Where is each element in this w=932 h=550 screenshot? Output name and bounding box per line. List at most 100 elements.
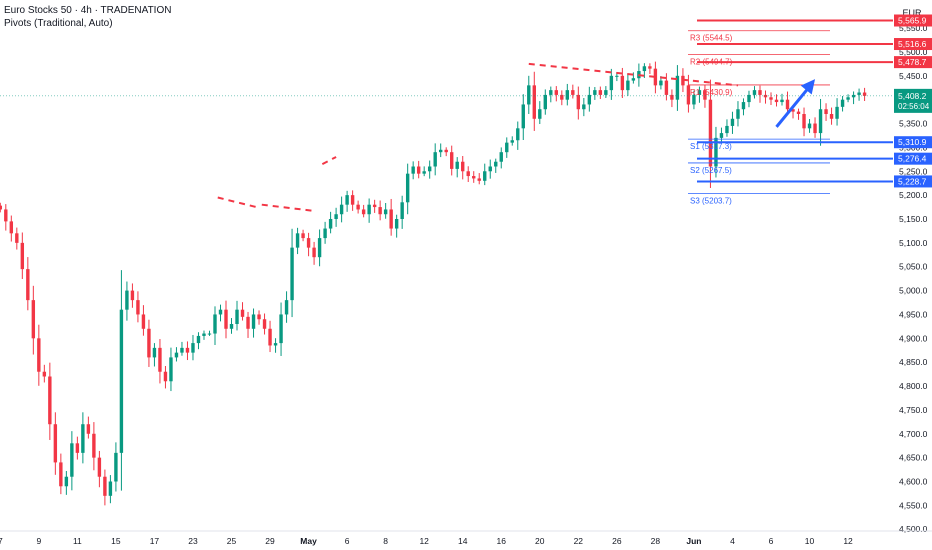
candle-body[interactable] xyxy=(422,171,426,174)
candle-body[interactable] xyxy=(439,149,443,153)
candle-body[interactable] xyxy=(152,347,157,358)
candle-body[interactable] xyxy=(31,300,36,339)
candle-body[interactable] xyxy=(752,90,757,95)
candle-body[interactable] xyxy=(703,90,707,100)
candle-body[interactable] xyxy=(158,347,162,372)
candle-body[interactable] xyxy=(224,309,228,329)
candle-body[interactable] xyxy=(620,75,625,91)
candle-body[interactable] xyxy=(185,347,190,353)
candle-body[interactable] xyxy=(213,314,217,334)
candle-body[interactable] xyxy=(510,140,514,143)
candle-body[interactable] xyxy=(356,204,360,210)
candle-body[interactable] xyxy=(725,125,729,134)
candle-body[interactable] xyxy=(648,66,652,69)
candle-body[interactable] xyxy=(494,161,498,167)
candle-body[interactable] xyxy=(587,94,592,105)
candle-body[interactable] xyxy=(312,247,316,258)
candle-body[interactable] xyxy=(516,128,520,141)
candle-body[interactable] xyxy=(571,90,575,95)
candle-body[interactable] xyxy=(257,314,261,320)
candle-body[interactable] xyxy=(664,80,669,95)
candle-body[interactable] xyxy=(730,118,735,126)
candle-body[interactable] xyxy=(807,123,812,129)
candle-body[interactable] xyxy=(532,85,536,119)
candle-body[interactable] xyxy=(251,314,256,329)
candle-body[interactable] xyxy=(334,214,338,219)
candle-body[interactable] xyxy=(785,99,790,110)
candle-body[interactable] xyxy=(92,433,96,458)
candle-body[interactable] xyxy=(174,352,179,358)
candle-body[interactable] xyxy=(670,94,674,100)
candle-body[interactable] xyxy=(367,204,371,215)
projection-arrow[interactable] xyxy=(775,86,811,128)
candle-body[interactable] xyxy=(593,90,597,95)
trendline[interactable] xyxy=(217,196,257,209)
trendline[interactable] xyxy=(321,156,337,166)
candle-body[interactable] xyxy=(840,99,845,107)
candle-body[interactable] xyxy=(796,111,801,114)
support-price-badge[interactable] xyxy=(894,175,932,188)
candle-body[interactable] xyxy=(147,328,151,358)
resistance-price-badge[interactable] xyxy=(894,38,932,51)
symbol-title[interactable]: Euro Stocks 50 · 4h · TRADENATION xyxy=(4,5,172,16)
candle-body[interactable] xyxy=(565,90,570,100)
candle-body[interactable] xyxy=(714,137,718,167)
candle-body[interactable] xyxy=(218,309,223,315)
candle-body[interactable] xyxy=(191,343,195,353)
candle-body[interactable] xyxy=(505,142,509,153)
candle-body[interactable] xyxy=(598,90,603,95)
candle-body[interactable] xyxy=(791,109,795,112)
candle-body[interactable] xyxy=(141,314,146,329)
candle-body[interactable] xyxy=(736,109,740,119)
candle-body[interactable] xyxy=(659,80,663,86)
candle-body[interactable] xyxy=(394,219,399,229)
candle-body[interactable] xyxy=(169,357,173,382)
candle-body[interactable] xyxy=(477,178,481,181)
candle-body[interactable] xyxy=(846,97,850,100)
candle-body[interactable] xyxy=(15,233,19,243)
candle-body[interactable] xyxy=(499,152,503,162)
candle-body[interactable] xyxy=(400,202,404,219)
candle-body[interactable] xyxy=(824,109,828,114)
candle-body[interactable] xyxy=(697,90,702,95)
candle-body[interactable] xyxy=(196,335,201,344)
candle-body[interactable] xyxy=(747,94,751,103)
candle-body[interactable] xyxy=(268,328,272,346)
candle-body[interactable] xyxy=(455,161,459,169)
candle-body[interactable] xyxy=(53,424,58,463)
candle-body[interactable] xyxy=(851,94,856,98)
candle-body[interactable] xyxy=(37,338,41,372)
support-price-badge[interactable] xyxy=(894,152,932,165)
candle-body[interactable] xyxy=(582,104,586,110)
resistance-price-badge[interactable] xyxy=(894,56,932,69)
candle-body[interactable] xyxy=(686,85,691,105)
candle-body[interactable] xyxy=(813,123,817,134)
candle-body[interactable] xyxy=(433,152,437,167)
candle-body[interactable] xyxy=(301,233,305,239)
candle-body[interactable] xyxy=(130,290,135,301)
candle-body[interactable] xyxy=(103,476,107,496)
candle-body[interactable] xyxy=(741,102,746,110)
candle-body[interactable] xyxy=(472,176,476,179)
candle-body[interactable] xyxy=(615,75,619,77)
current-price-badge[interactable] xyxy=(894,88,932,113)
candle-body[interactable] xyxy=(609,75,614,91)
candle-body[interactable] xyxy=(207,333,212,335)
candle-body[interactable] xyxy=(108,481,113,496)
candle-body[interactable] xyxy=(64,476,69,487)
candle-body[interactable] xyxy=(692,94,696,105)
candle-body[interactable] xyxy=(675,75,680,100)
candle-body[interactable] xyxy=(604,90,608,95)
candle-body[interactable] xyxy=(405,173,410,203)
candle-body[interactable] xyxy=(483,171,487,181)
candle-body[interactable] xyxy=(862,92,867,96)
candle-body[interactable] xyxy=(136,300,140,315)
candle-body[interactable] xyxy=(279,314,283,344)
candle-body[interactable] xyxy=(538,109,542,119)
candle-body[interactable] xyxy=(642,66,647,72)
candle-body[interactable] xyxy=(70,443,74,477)
candle-body[interactable] xyxy=(378,207,382,215)
candle-body[interactable] xyxy=(202,333,206,336)
candle-body[interactable] xyxy=(86,424,91,434)
candle-body[interactable] xyxy=(48,376,52,425)
